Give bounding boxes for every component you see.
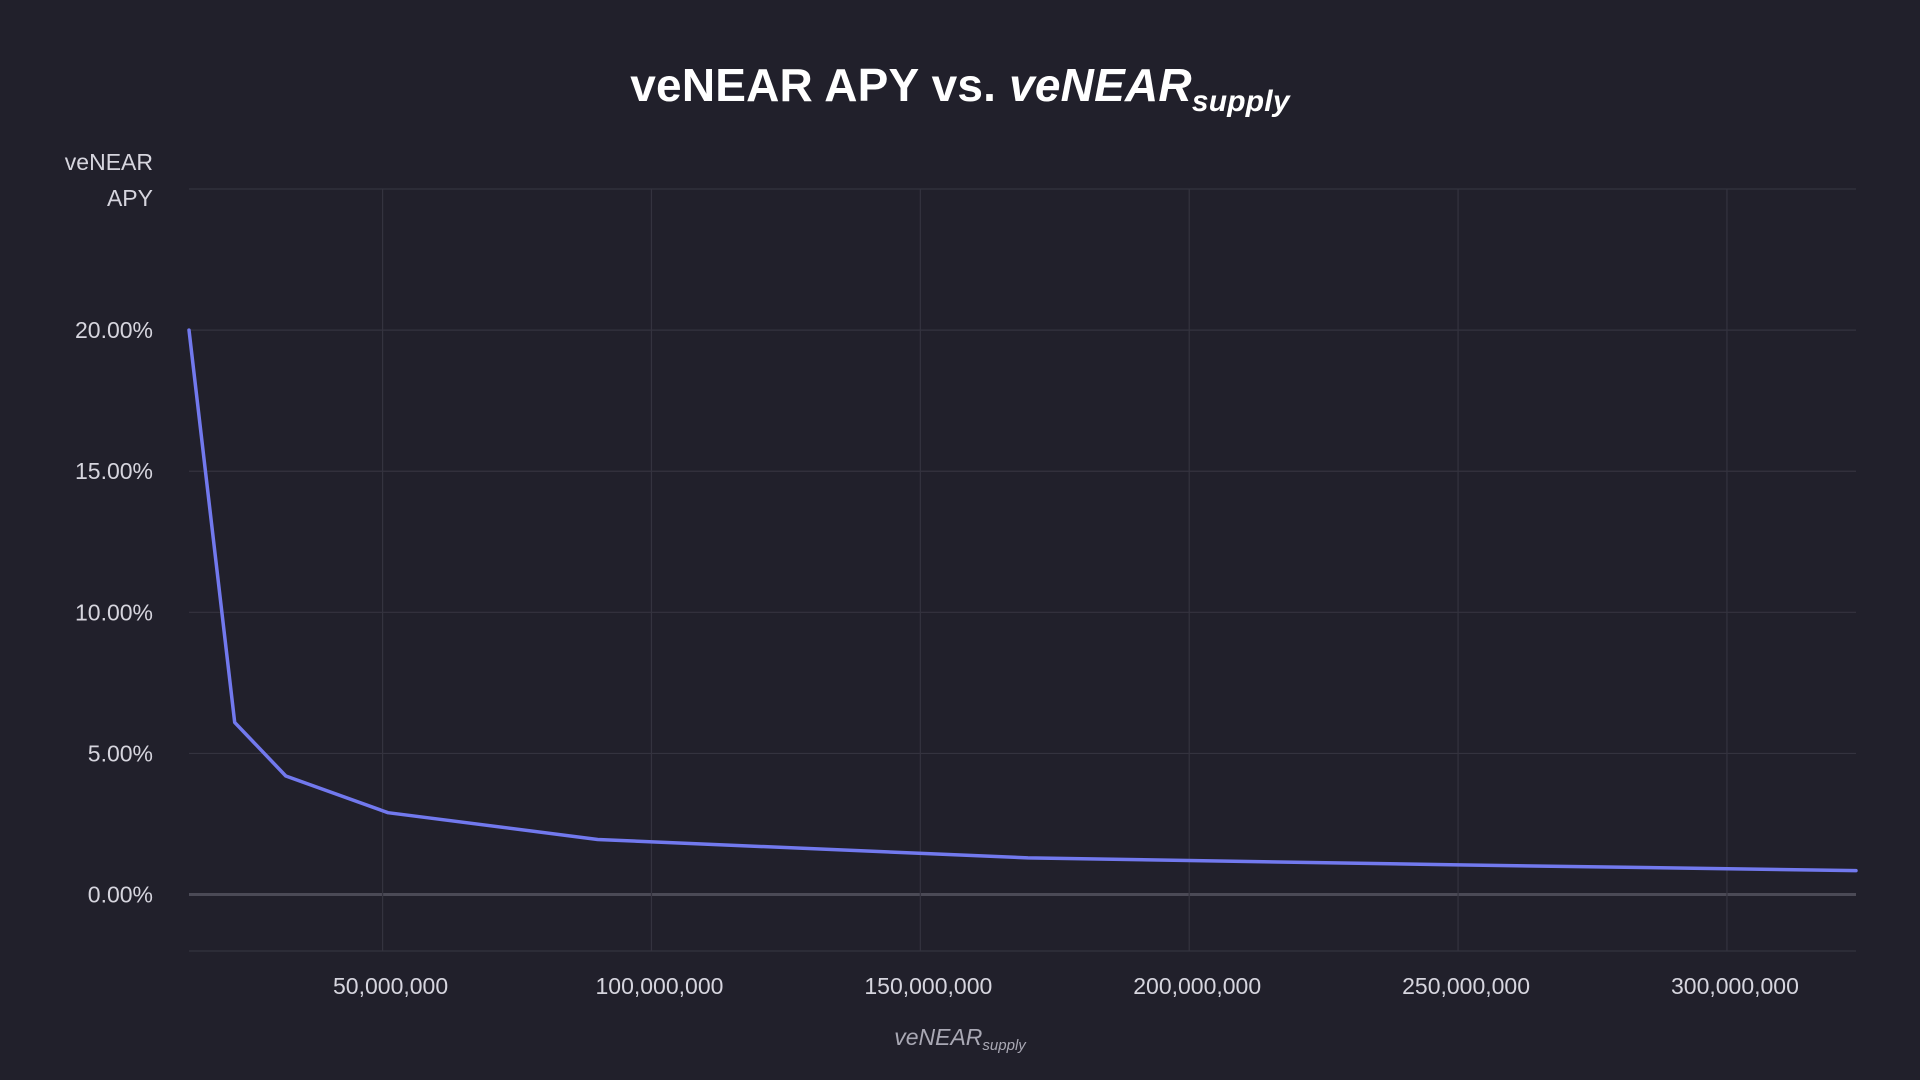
x-tick-label: 100,000,000	[596, 973, 724, 999]
y-tick-label: 5.00%	[88, 740, 153, 766]
chart-title-italic: veNEAR	[1009, 59, 1192, 111]
chart-title: veNEAR APY vs. veNEARsupply	[0, 58, 1920, 119]
grid	[189, 188, 1856, 952]
y-tick-label: 10.00%	[75, 599, 153, 625]
x-tick-label: 250,000,000	[1402, 973, 1530, 999]
y-axis-label-line-2: APY	[106, 185, 153, 211]
x-tick-label: 50,000,000	[333, 973, 448, 999]
x-tick-label: 300,000,000	[1671, 973, 1799, 999]
chart-title-main: veNEAR APY vs.	[630, 59, 1010, 111]
tick-labels: 0.00% 5.00% 10.00% 15.00% 20.00% 50,000,000 10…	[75, 317, 1799, 999]
series-line	[187, 328, 1858, 873]
x-axis-title-subscript: supply	[982, 1037, 1026, 1054]
x-axis-title: veNEARsupply	[0, 1024, 1920, 1054]
x-axis-title-main: veNEAR	[894, 1024, 983, 1050]
y-tick-label: 15.00%	[75, 458, 153, 484]
x-tick-label: 200,000,000	[1133, 973, 1261, 999]
x-tick-label: 150,000,000	[864, 973, 992, 999]
y-tick-label: 20.00%	[75, 317, 153, 343]
chart-title-subscript: supply	[1191, 85, 1290, 118]
series	[187, 328, 1858, 873]
y-axis-label-line-1: veNEAR	[64, 149, 153, 175]
y-tick-label: 0.00%	[88, 882, 153, 908]
